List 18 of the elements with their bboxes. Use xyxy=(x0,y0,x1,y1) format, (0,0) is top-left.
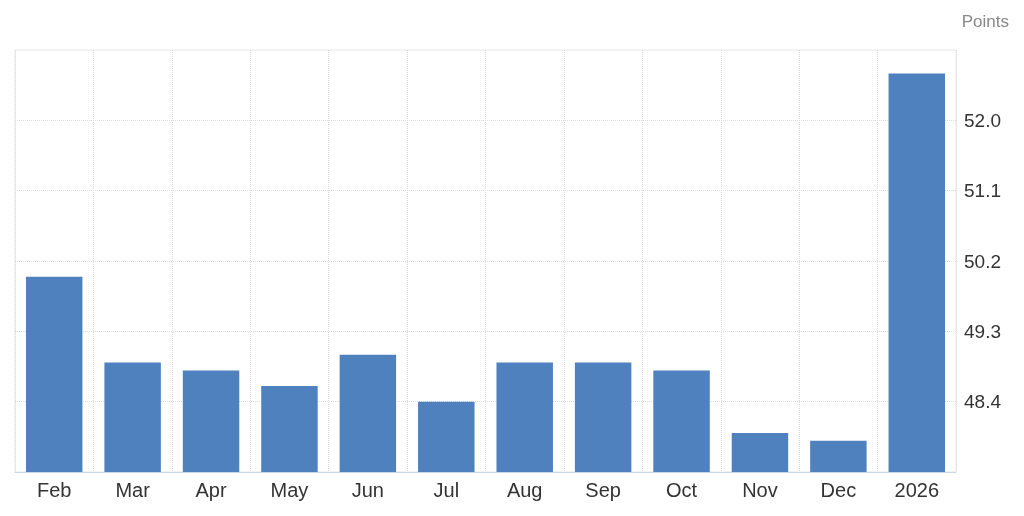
y-tick-label: 52.0 xyxy=(964,109,1001,131)
x-tick-label: Feb xyxy=(36,479,72,501)
x-tick-label: Sep xyxy=(585,479,621,501)
y-tick-label: 49.3 xyxy=(964,320,1001,342)
x-tick-label: 2026 xyxy=(894,479,940,501)
x-tick-label: Oct xyxy=(665,479,698,501)
x-tick-label: Nov xyxy=(742,479,778,501)
y-tick-label: 50.2 xyxy=(964,250,1001,272)
y-axis-title: Points xyxy=(961,12,1009,31)
x-tick-label: Jul xyxy=(433,479,460,501)
x-tick-label: Dec xyxy=(820,479,857,501)
x-tick-label: Mar xyxy=(115,479,151,501)
y-tick-label: 48.4 xyxy=(964,391,1002,413)
x-tick-label: May xyxy=(270,479,309,501)
y-tick-label: 51.1 xyxy=(964,180,1001,202)
x-tick-label: Apr xyxy=(195,479,227,501)
x-tick-label: Jun xyxy=(351,479,384,501)
x-tick-label: Aug xyxy=(506,479,543,501)
